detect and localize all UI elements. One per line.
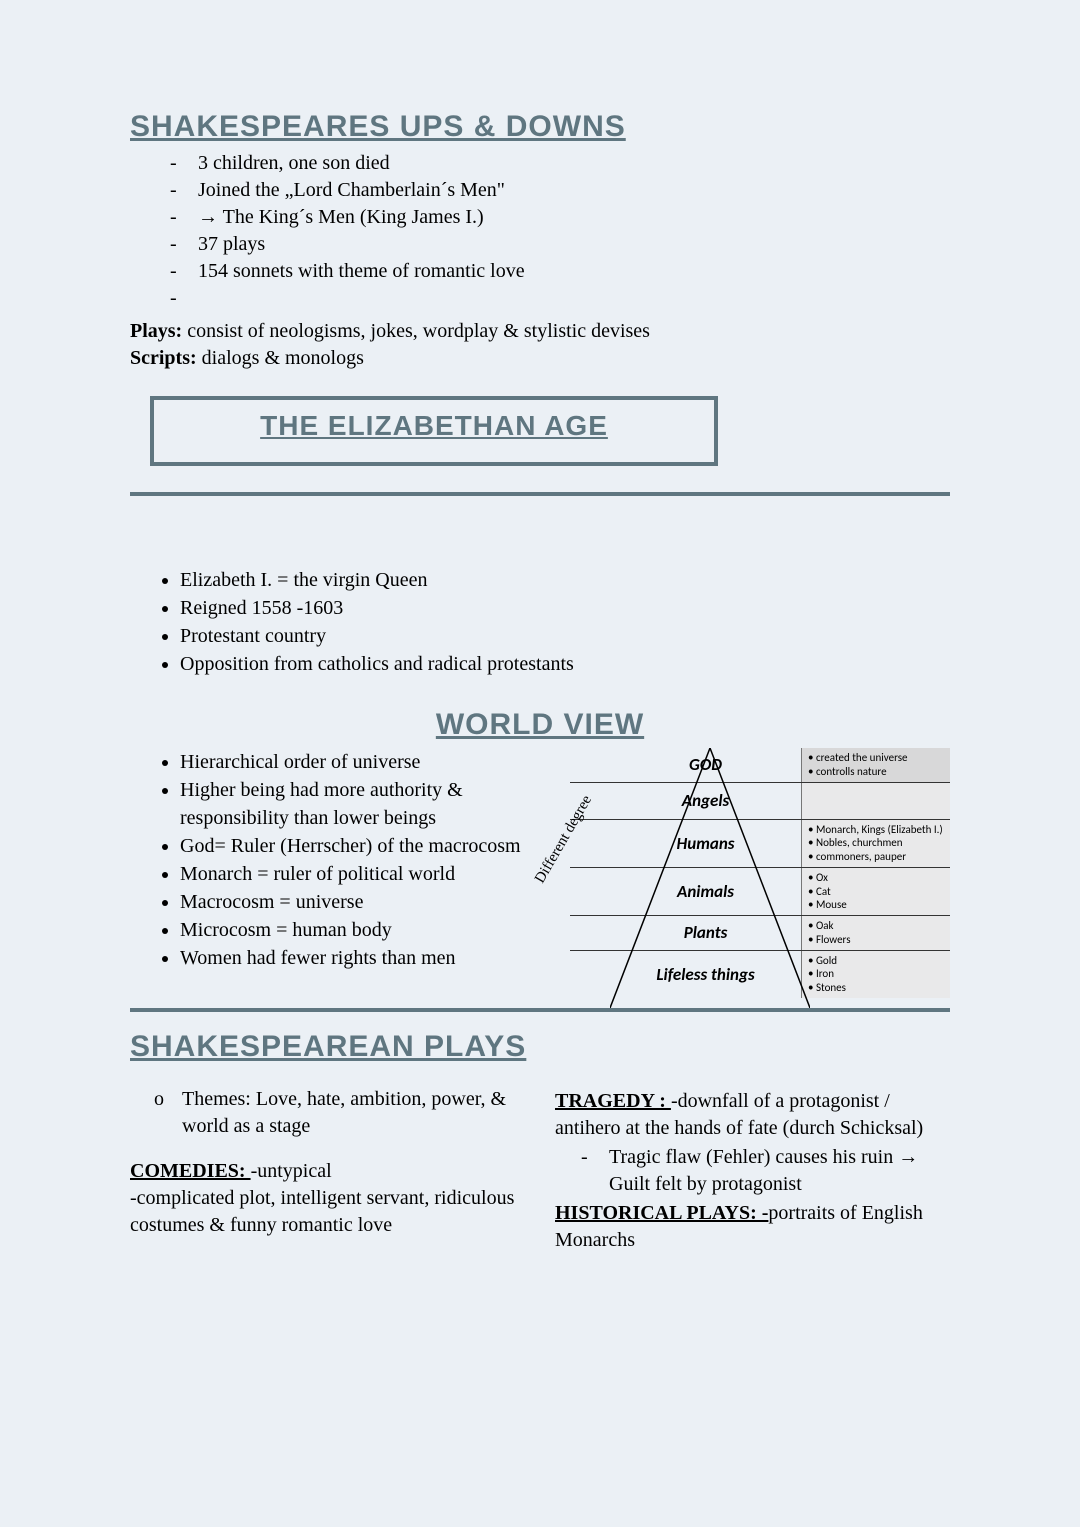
- section-title-ups-downs: SHAKESPEARES UPS & DOWNS: [130, 110, 950, 144]
- note-line: • Gold: [808, 954, 948, 968]
- world-view-text: Hierarchical order of universe Higher be…: [130, 748, 570, 972]
- plays-text: consist of neologisms, jokes, wordplay &…: [182, 320, 650, 342]
- world-view-title-wrap: WORLD VIEW: [130, 708, 950, 742]
- note-line: • Iron: [808, 967, 948, 981]
- tragedy-sub: Tragic flaw (Fehler) causes his ruin → G…: [609, 1144, 950, 1198]
- note-line: • controlls nature: [808, 765, 948, 779]
- pyramid-label: Lifeless things: [610, 951, 801, 998]
- pyramid-label: Humans: [610, 820, 801, 867]
- tragedy-label: TRAGEDY :: [555, 1090, 671, 1112]
- ups-downs-list: -3 children, one son died -Joined the „L…: [170, 150, 950, 312]
- list-item: Elizabeth I. = the virgin Queen: [180, 566, 950, 594]
- list-item: Reigned 1558 -1603: [180, 594, 950, 622]
- plays-right-column: TRAGEDY : -downfall of a protagonist / a…: [555, 1088, 950, 1254]
- list-item: → The King´s Men (King James I.): [198, 204, 484, 231]
- pyramid-label: Animals: [610, 868, 801, 915]
- divider: [130, 492, 950, 496]
- historical-block: HISTORICAL PLAYS: -portraits of English …: [555, 1200, 950, 1254]
- comedies-lead: -untypical: [251, 1160, 332, 1182]
- tragedy-block: TRAGEDY : -downfall of a protagonist / a…: [555, 1088, 950, 1142]
- pyramid-level-god: GOD • created the universe • controlls n…: [570, 748, 950, 783]
- pyramid-level-humans: Humans • Monarch, Kings (Elizabeth I.) •…: [570, 820, 950, 868]
- themes-text: Themes: Love, hate, ambition, power, & w…: [182, 1086, 525, 1140]
- note-line: • Monarch, Kings (Elizabeth I.): [808, 823, 948, 837]
- note-line: • Ox: [808, 871, 948, 885]
- list-item: Higher being had more authority & respon…: [180, 776, 566, 832]
- pyramid-notes: [801, 783, 950, 819]
- list-item: Women had fewer rights than men: [180, 944, 566, 972]
- pyramid-notes: • Ox • Cat • Mouse: [801, 868, 950, 915]
- plays-columns: oThemes: Love, hate, ambition, power, & …: [130, 1070, 950, 1254]
- pyramid-level-animals: Animals • Ox • Cat • Mouse: [570, 868, 950, 916]
- comedies-text: -complicated plot, intelligent servant, …: [130, 1185, 525, 1239]
- note-line: • commoners, pauper: [808, 850, 948, 864]
- pyramid-label: Angels: [610, 783, 801, 819]
- list-item: Microcosm = human body: [180, 916, 566, 944]
- comedies-label: COMEDIES:: [130, 1160, 251, 1182]
- section-title-plays: SHAKESPEAREAN PLAYS: [130, 1030, 950, 1064]
- list-item: Hierarchical order of universe: [180, 748, 566, 776]
- plays-left-column: oThemes: Love, hate, ambition, power, & …: [130, 1070, 525, 1254]
- scripts-line: Scripts: dialogs & monologs: [130, 345, 950, 372]
- note-line: • Oak: [808, 919, 948, 933]
- scripts-text: dialogs & monologs: [197, 347, 364, 369]
- pyramid-level-plants: Plants • Oak • Flowers: [570, 916, 950, 951]
- world-view-title: WORLD VIEW: [436, 708, 644, 741]
- pyramid-label: Plants: [610, 916, 801, 950]
- note-line: • Nobles, churchmen: [808, 836, 948, 850]
- pyramid-notes: • Gold • Iron • Stones: [801, 951, 950, 998]
- note-line: • Cat: [808, 885, 948, 899]
- note-line: • Stones: [808, 981, 948, 995]
- elizabethan-title: THE ELIZABETHAN AGE: [260, 410, 608, 441]
- elizabeth-list: Elizabeth I. = the virgin Queen Reigned …: [158, 566, 950, 678]
- list-item: Opposition from catholics and radical pr…: [180, 650, 950, 678]
- plays-label: Plays:: [130, 320, 182, 342]
- list-item: Macrocosm = universe: [180, 888, 566, 916]
- list-item: Protestant country: [180, 622, 950, 650]
- list-item: 37 plays: [198, 231, 265, 258]
- plays-line: Plays: consist of neologisms, jokes, wor…: [130, 318, 950, 345]
- list-item: God= Ruler (Herrscher) of the macrocosm: [180, 832, 566, 860]
- note-line: • Mouse: [808, 898, 948, 912]
- hierarchy-pyramid: Different degree GOD • created the unive…: [570, 748, 950, 998]
- pyramid-notes: • created the universe • controlls natur…: [801, 748, 950, 782]
- comedies-block: COMEDIES: -untypical -complicated plot, …: [130, 1158, 525, 1239]
- list-item: 3 children, one son died: [198, 150, 390, 177]
- note-line: • Flowers: [808, 933, 948, 947]
- world-view-row: Hierarchical order of universe Higher be…: [130, 748, 950, 998]
- pyramid-notes: • Oak • Flowers: [801, 916, 950, 950]
- pyramid-label: GOD: [610, 748, 801, 782]
- divider: [130, 1008, 950, 1012]
- pyramid-notes: • Monarch, Kings (Elizabeth I.) • Nobles…: [801, 820, 950, 867]
- historical-label: HISTORICAL PLAYS: -: [555, 1202, 768, 1224]
- scripts-label: Scripts:: [130, 347, 197, 369]
- note-line: • created the universe: [808, 751, 948, 765]
- pyramid-level-angels: Angels: [570, 783, 950, 820]
- pyramid-level-lifeless: Lifeless things • Gold • Iron • Stones: [570, 951, 950, 998]
- document-page: SHAKESPEARES UPS & DOWNS -3 children, on…: [0, 0, 1080, 1527]
- list-item: 154 sonnets with theme of romantic love: [198, 258, 525, 285]
- list-item: Monarch = ruler of political world: [180, 860, 566, 888]
- elizabethan-title-box: THE ELIZABETHAN AGE: [150, 396, 718, 466]
- list-item: Joined the „Lord Chamberlain´s Men": [198, 177, 505, 204]
